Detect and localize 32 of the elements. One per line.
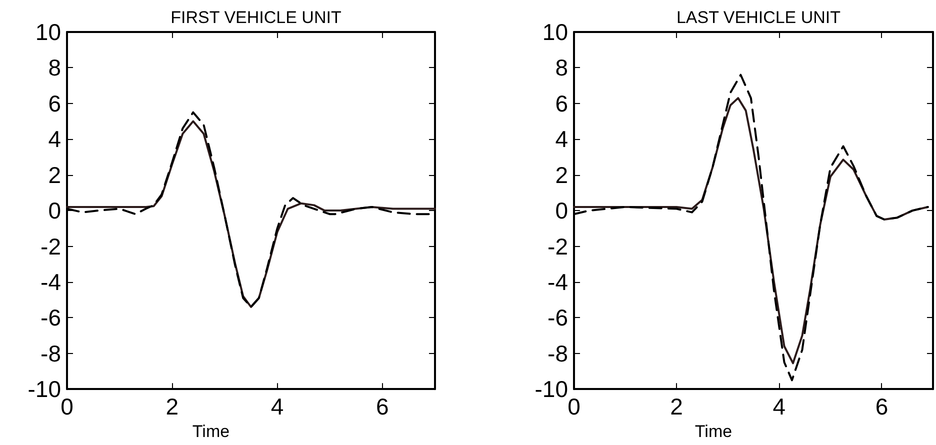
chart-title: LAST VEHICLE UNIT: [676, 8, 841, 27]
chart-title: FIRST VEHICLE UNIT: [170, 8, 342, 27]
y-tick-label: -6: [548, 304, 568, 331]
x-tick-label: 2: [670, 394, 683, 420]
x-tick-label: 6: [376, 394, 389, 420]
y-tick-label: -2: [548, 233, 568, 260]
x-tick-label: 6: [875, 394, 888, 420]
y-tick-label: 4: [555, 126, 568, 152]
y-tick-label: 10: [542, 19, 568, 45]
y-tick-label: 8: [48, 54, 61, 81]
y-tick-label: 8: [555, 54, 568, 81]
x-axis-title: Time: [694, 422, 732, 441]
y-tick-label: -10: [28, 376, 61, 402]
y-tick-label: -8: [40, 340, 61, 366]
y-tick-label: 2: [555, 162, 568, 188]
y-tick-label: -8: [548, 340, 568, 366]
y-tick-label: -6: [40, 304, 61, 331]
y-tick-label: -2: [40, 233, 61, 260]
y-tick-label: -10: [534, 376, 568, 402]
y-tick-label: -4: [548, 268, 568, 295]
y-tick-label: 6: [48, 90, 61, 116]
y-tick-label: 0: [48, 198, 61, 224]
x-tick-label: 2: [166, 394, 179, 420]
y-tick-label: 0: [555, 198, 568, 224]
y-tick-label: 2: [48, 162, 61, 188]
y-tick-label: 6: [555, 90, 568, 116]
y-tick-label: 10: [35, 19, 61, 45]
y-tick-label: -4: [40, 268, 62, 295]
y-tick-label: 4: [48, 126, 62, 152]
x-tick-label: 4: [270, 394, 284, 420]
x-axis-title: Time: [192, 422, 230, 441]
x-tick-label: 4: [772, 394, 786, 420]
